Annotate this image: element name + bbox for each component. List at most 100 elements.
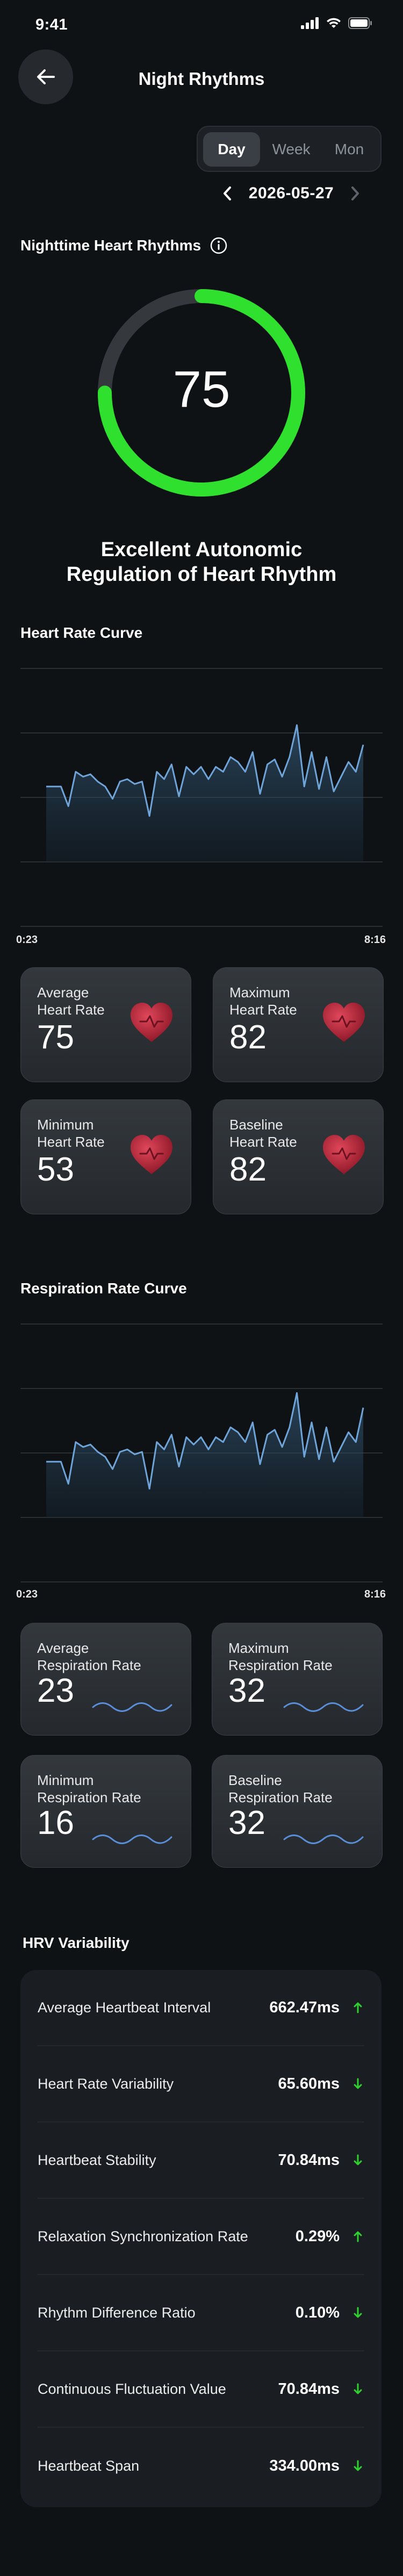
card-label-line-2: Heart Rate (37, 1134, 105, 1150)
hrv-row: Relaxation Synchronization Rate 0.29% (38, 2199, 364, 2275)
card-value: 82 (229, 1151, 267, 1188)
card-label-line-2: Heart Rate (229, 1002, 297, 1018)
score-caption: Excellent Autonomic Regulation of Heart … (0, 537, 403, 587)
card-label: Maximum Respiration Rate (228, 1639, 333, 1674)
chart-line (46, 724, 364, 817)
heart-icon (323, 1135, 365, 1174)
hrv-row-value: 662.47ms (269, 1998, 340, 2016)
score-caption-line-2: Regulation of Heart Rhythm (66, 563, 337, 586)
selected-date: 2026-05-27 (248, 184, 334, 202)
minimum-heart-rate-card: Minimum Heart Rate 53 (20, 1099, 191, 1214)
card-label-line-1: Baseline (228, 1772, 282, 1788)
hrv-row-label: Continuous Fluctuation Value (38, 2380, 226, 2397)
wifi-icon (327, 18, 341, 28)
card-label: Average Respiration Rate (37, 1639, 141, 1674)
baseline-respiration-rate-card: Baseline Respiration Rate 32 (212, 1755, 383, 1868)
wave-icon (92, 1702, 172, 1712)
heart-icon (323, 1003, 365, 1042)
wave-icon (283, 1834, 364, 1844)
respiration-end-time: 8:16 (364, 1588, 386, 1600)
hrv-title: HRV Variability (23, 1934, 129, 1951)
arrow-down-icon (351, 2307, 364, 2319)
card-label-line-1: Maximum (229, 984, 290, 1001)
heart-icon (131, 1135, 172, 1174)
card-label: Average Heart Rate (37, 984, 105, 1018)
chart-area (46, 1393, 363, 1517)
average-heart-rate-card: Average Heart Rate 75 (20, 967, 191, 1082)
status-time: 9:41 (35, 16, 68, 33)
card-label-line-2: Respiration Rate (37, 1657, 141, 1673)
hrv-row-value: 0.10% (295, 2304, 340, 2321)
card-value: 32 (228, 1672, 265, 1709)
heart-rate-curve-title: Heart Rate Curve (20, 624, 143, 641)
hrv-row-value: 70.84ms (278, 2151, 340, 2169)
hrv-row-value: 70.84ms (278, 2380, 340, 2398)
card-label-line-1: Average (37, 1640, 89, 1656)
tab-week[interactable]: Week (272, 141, 311, 157)
card-label: Minimum Respiration Rate (37, 1772, 141, 1806)
hrv-row-value: 334.00ms (269, 2457, 340, 2474)
chevron-right-icon[interactable] (349, 185, 361, 202)
heart-rate-end-time: 8:16 (364, 934, 386, 946)
arrow-down-icon (351, 2154, 364, 2166)
arrow-down-icon (351, 2383, 364, 2395)
heart-icon (131, 1003, 172, 1042)
card-label-line-2: Heart Rate (229, 1134, 297, 1150)
info-icon[interactable] (210, 236, 228, 255)
respiration-rate-chart (20, 1323, 383, 1582)
hrv-row: Heartbeat Stability 70.84ms (38, 2122, 364, 2199)
heart-rate-start-time: 0:23 (16, 934, 38, 946)
maximum-heart-rate-card: Maximum Heart Rate 82 (213, 967, 384, 1082)
score-ring-progress (98, 289, 305, 497)
hrv-row-label: Heart Rate Variability (38, 2075, 174, 2092)
minimum-respiration-rate-card: Minimum Respiration Rate 16 (20, 1755, 191, 1868)
card-label-line-1: Minimum (37, 1772, 94, 1788)
score-caption-line-1: Excellent Autonomic (100, 538, 303, 561)
hrv-row: Rhythm Difference Ratio 0.10% (38, 2275, 364, 2351)
hrv-row: Continuous Fluctuation Value 70.84ms (38, 2351, 364, 2428)
chart-line (46, 1392, 364, 1490)
back-button[interactable] (18, 49, 73, 104)
average-respiration-rate-card: Average Respiration Rate 23 (20, 1623, 191, 1736)
card-label-line-1: Average (37, 984, 89, 1001)
card-label: Baseline Respiration Rate (228, 1772, 333, 1806)
arrow-left-icon (37, 69, 55, 84)
hrv-row: Average Heartbeat Interval 662.47ms (38, 1970, 364, 2046)
score-section-title: Nighttime Heart Rhythms (20, 237, 202, 254)
card-value: 32 (228, 1804, 265, 1841)
respiration-start-time: 0:23 (16, 1588, 38, 1600)
score-ring (98, 289, 305, 497)
hrv-row-value: 65.60ms (278, 2075, 340, 2092)
card-value: 16 (37, 1804, 74, 1841)
battery-icon (348, 17, 372, 29)
cellular-signal-icon (301, 17, 319, 29)
hrv-panel: Average Heartbeat Interval 662.47ms Hear… (20, 1970, 382, 2507)
card-label-line-1: Minimum (37, 1117, 94, 1133)
chart-area (46, 725, 363, 862)
tab-month[interactable]: Mon (334, 141, 364, 157)
chevron-left-icon[interactable] (221, 185, 233, 202)
card-value: 82 (229, 1019, 267, 1056)
score-section-header: Nighttime Heart Rhythms (20, 236, 228, 255)
arrow-down-icon (351, 2078, 364, 2090)
baseline-heart-rate-card: Baseline Heart Rate 82 (213, 1099, 384, 1214)
hrv-row-label: Rhythm Difference Ratio (38, 2304, 196, 2321)
date-selector: 2026-05-27 (221, 179, 361, 207)
card-label-line-2: Respiration Rate (228, 1657, 333, 1673)
card-label: Minimum Heart Rate (37, 1116, 105, 1150)
card-label: Baseline Heart Rate (229, 1116, 297, 1150)
hrv-row: Heart Rate Variability 65.60ms (38, 2046, 364, 2122)
card-label-line-2: Heart Rate (37, 1002, 105, 1018)
card-label-line-1: Maximum (228, 1640, 289, 1656)
card-label: Maximum Heart Rate (229, 984, 297, 1018)
card-label-line-2: Respiration Rate (228, 1789, 333, 1805)
card-value: 75 (37, 1019, 74, 1056)
period-selector: Day Week Mon (197, 126, 382, 172)
arrow-up-icon (351, 2002, 364, 2013)
hrv-row-label: Average Heartbeat Interval (38, 1999, 211, 2016)
status-icons (301, 17, 373, 29)
hrv-row: Heartbeat Span 334.00ms (38, 2428, 364, 2504)
tab-day[interactable]: Day (203, 132, 260, 167)
card-label-line-2: Respiration Rate (37, 1789, 141, 1805)
score-value: 75 (172, 361, 231, 418)
